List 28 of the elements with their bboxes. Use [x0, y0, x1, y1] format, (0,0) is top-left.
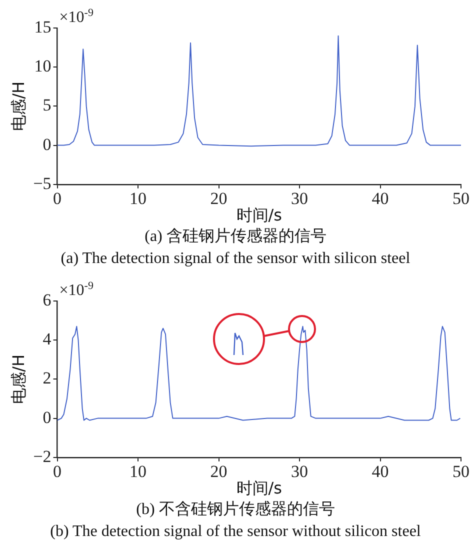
- x-tick-label: 30: [291, 462, 308, 482]
- x-tick-label: 20: [210, 462, 228, 482]
- y-tick-label: 4: [42, 330, 52, 349]
- text: (a) The detection signal of the sensor with silicon steel: [60, 249, 412, 269]
- y-tick-label: −2: [33, 446, 52, 466]
- x-axis-title: 时间/s: [236, 478, 282, 498]
- y-tick-label: 2: [42, 368, 52, 388]
- y-tick-label: 5: [42, 96, 52, 115]
- x-tick-label: 10: [130, 189, 147, 208]
- y-axis-title: 电感/H: [8, 81, 28, 131]
- x-tick-label: 50: [452, 462, 470, 482]
- x-tick-label: 10: [130, 462, 147, 482]
- x-tick-label: 40: [372, 462, 389, 482]
- x-tick-label: 50: [452, 189, 470, 208]
- y-tick-label: 6: [42, 290, 52, 310]
- y-tick-label: 0: [42, 134, 52, 154]
- y-tick-label: 0: [42, 408, 52, 427]
- y-tick-label: 15: [34, 17, 52, 36]
- y-tick-label: 10: [34, 56, 52, 76]
- y-tick-label: −5: [33, 174, 52, 193]
- text: (b) 不含硅钢片传感器的信号: [135, 500, 336, 520]
- text: (b) The detection signal of the sensor without silicon steel: [49, 522, 422, 542]
- x-tick-label: 30: [291, 189, 308, 208]
- x-tick-label: 20: [210, 189, 228, 208]
- x-tick-label: 40: [372, 189, 389, 208]
- text: (a) 含硅钢片传感器的信号: [144, 226, 328, 247]
- x-axis-title: 时间/s: [236, 206, 282, 225]
- y-axis-title: 电感/H: [8, 354, 28, 404]
